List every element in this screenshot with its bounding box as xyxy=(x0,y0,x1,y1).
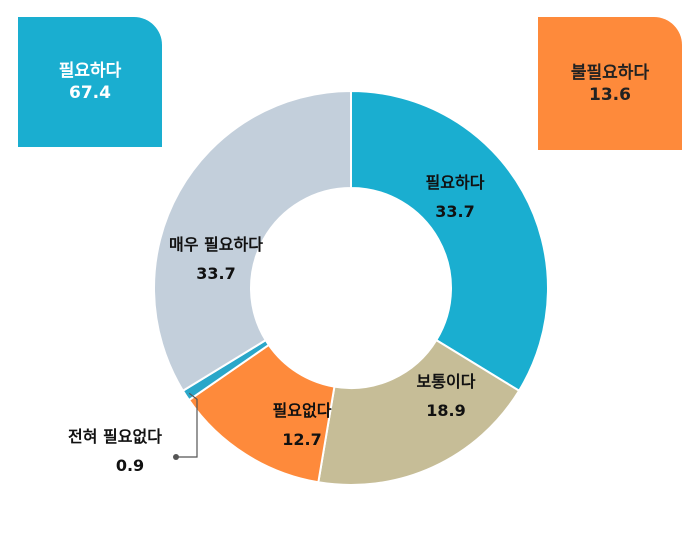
slice-value-need: 33.7 xyxy=(435,202,474,221)
negative-summary-value: 13.6 xyxy=(589,84,631,105)
positive-summary-value: 67.4 xyxy=(69,83,111,103)
slice-need xyxy=(350,89,549,393)
slice-value-very-needed: 33.7 xyxy=(196,264,235,283)
slice-very-needed xyxy=(153,89,352,393)
slice-value-not-at-all: 0.9 xyxy=(116,456,144,475)
slice-neutral xyxy=(317,338,521,486)
leader-line-not-at-all xyxy=(176,392,198,458)
positive-summary-box: 필요하다 67.4 xyxy=(18,17,162,147)
slice-value-neutral: 18.9 xyxy=(426,401,465,420)
leader-dot-not-at-all xyxy=(173,454,179,460)
slice-label-very-needed: 매우 필요하다 xyxy=(169,235,263,254)
positive-summary-label: 필요하다 xyxy=(58,61,122,81)
slice-label-unneeded: 필요없다 xyxy=(273,401,332,420)
negative-summary-label: 불필요하다 xyxy=(570,62,650,83)
negative-summary-box: 불필요하다 13.6 xyxy=(538,17,682,150)
slice-label-neutral: 보통이다 xyxy=(417,372,476,391)
slice-value-unneeded: 12.7 xyxy=(282,430,321,449)
slice-label-not-at-all: 전혀 필요없다 xyxy=(68,427,162,446)
slice-label-need: 필요하다 xyxy=(426,173,485,192)
